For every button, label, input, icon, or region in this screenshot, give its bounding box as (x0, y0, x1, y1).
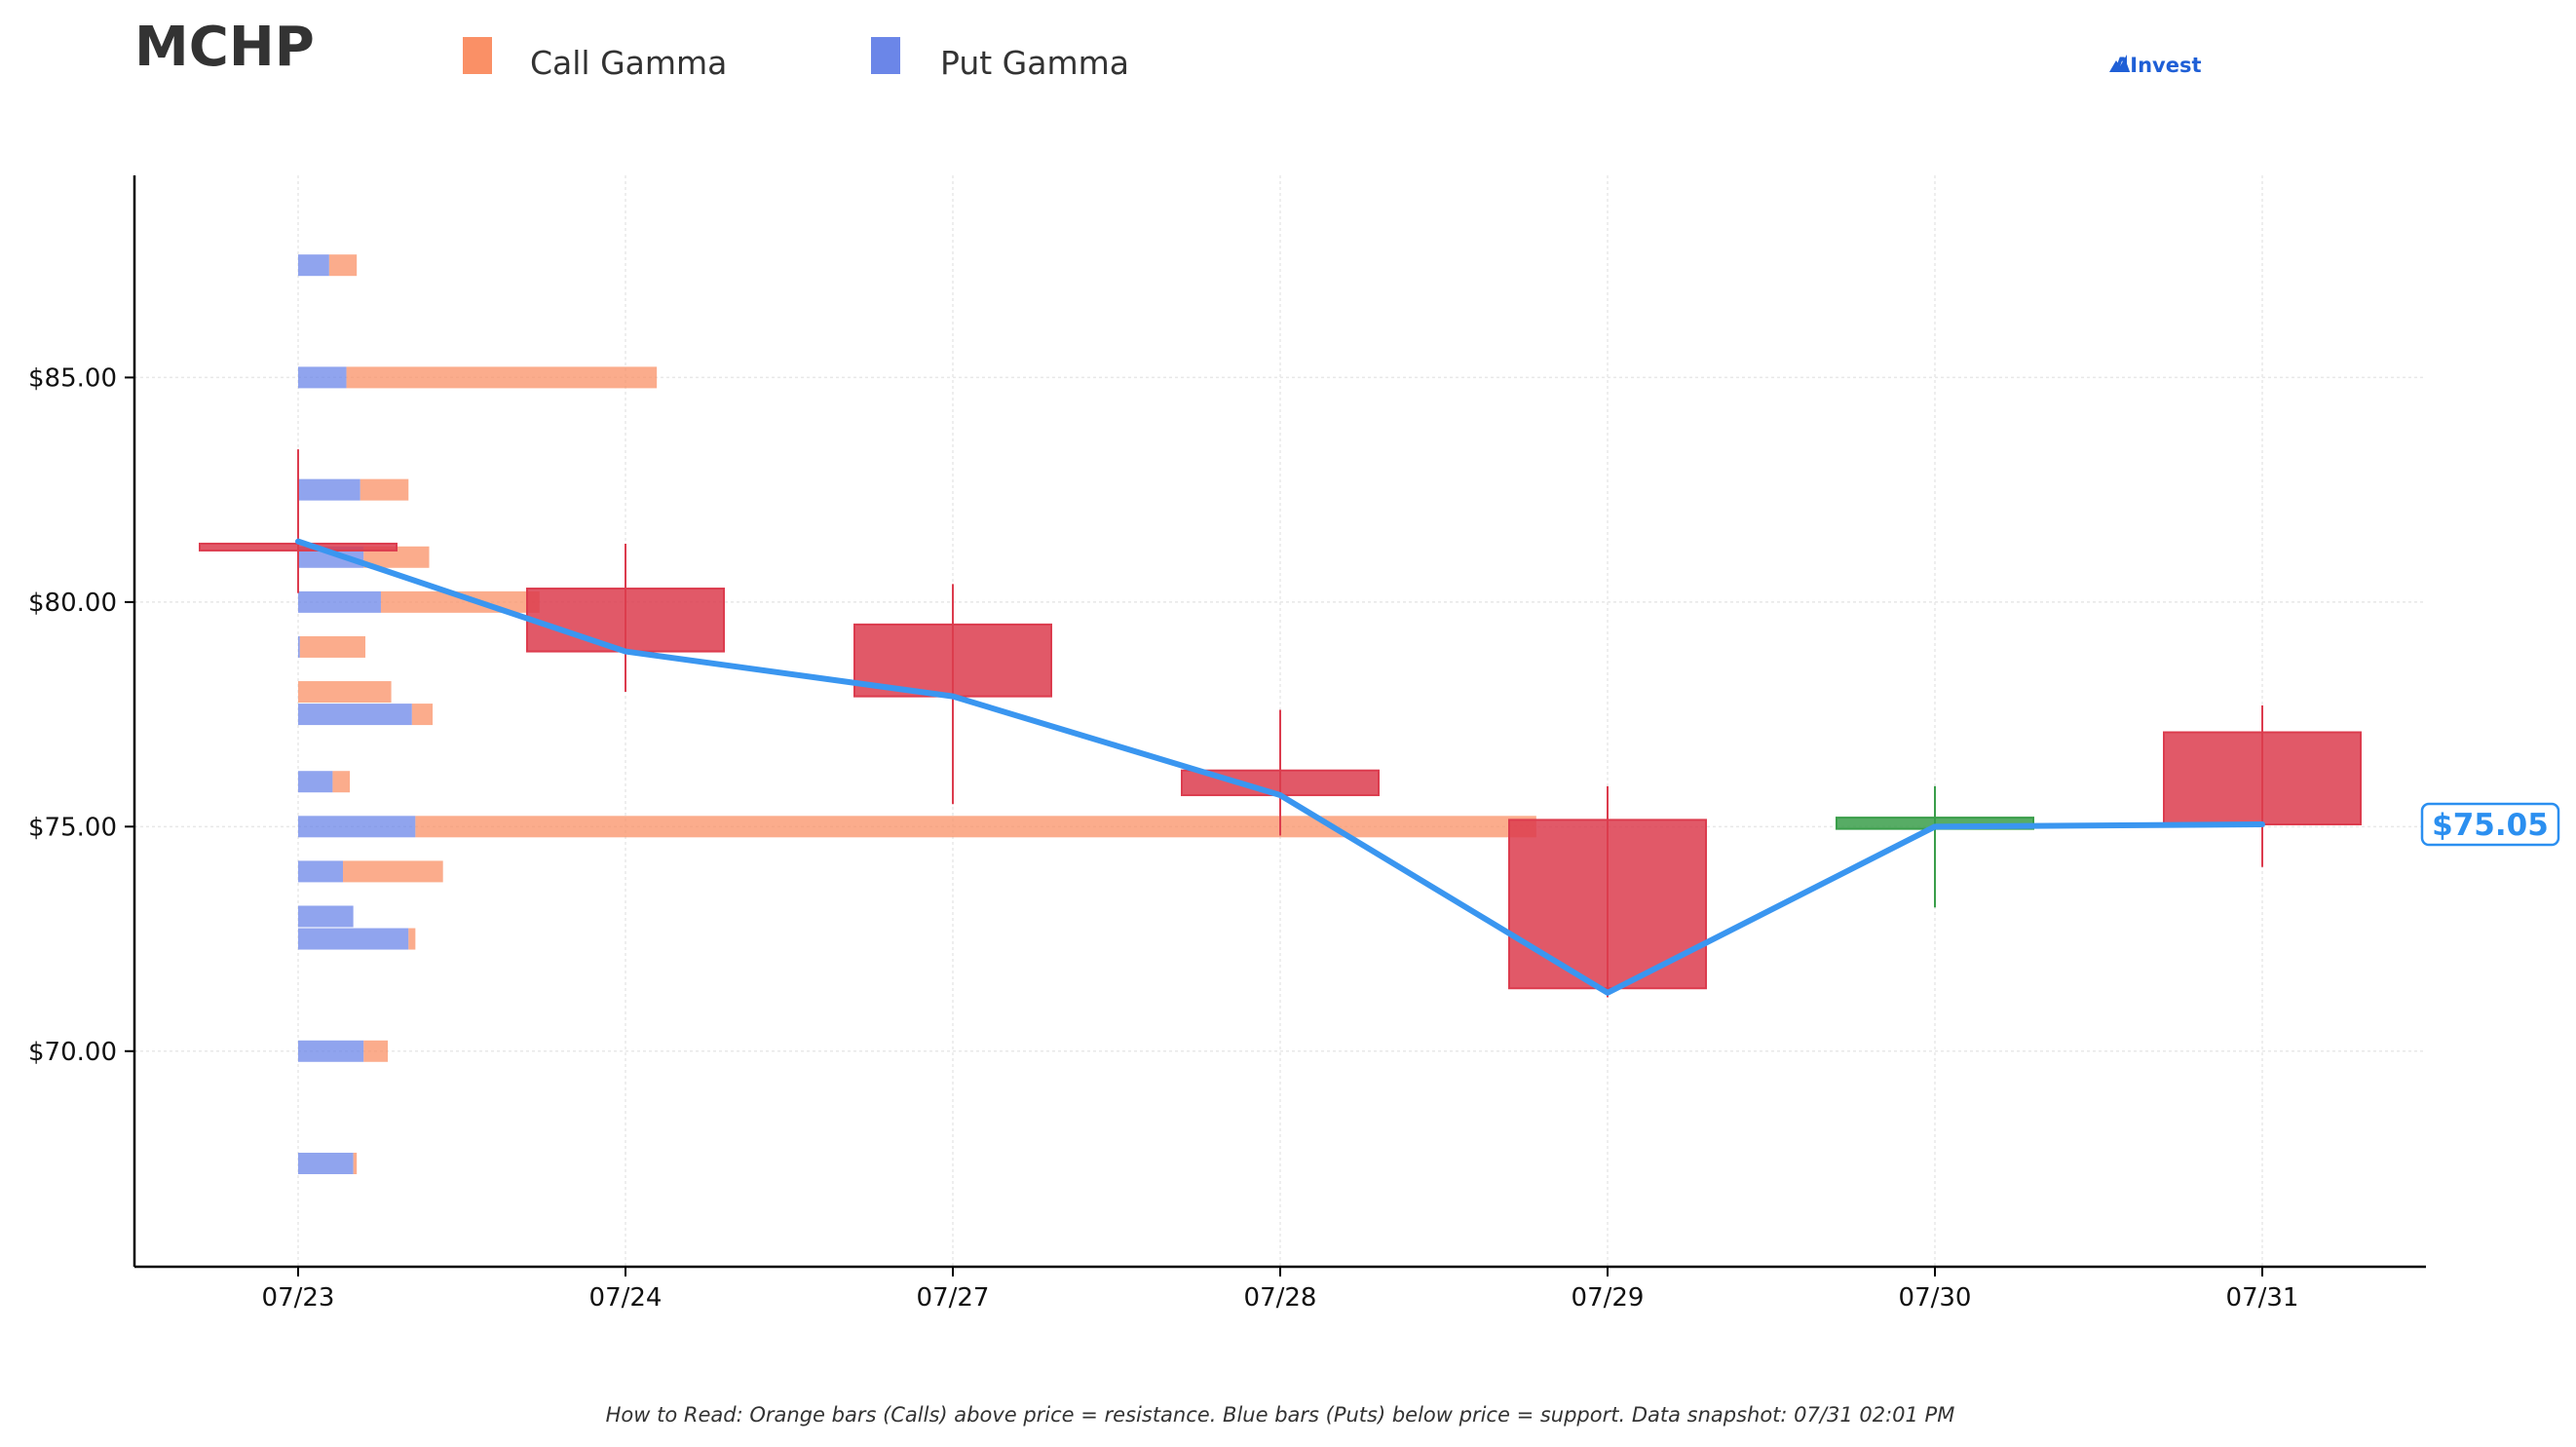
call-gamma-bar (363, 546, 430, 568)
put-gamma-label: Put Gamma (940, 44, 1129, 82)
candle-body (1508, 819, 1707, 990)
put-gamma-bar (298, 860, 344, 883)
put-gamma-bar (298, 816, 416, 838)
x-tick-label: 07/30 (1899, 1283, 1972, 1313)
put-gamma-bar (298, 546, 364, 568)
x-tick-label: 07/28 (1244, 1283, 1317, 1313)
put-gamma-bar (298, 366, 347, 389)
call-gamma-bar (328, 254, 358, 277)
footnote: How to Read: Orange bars (Calls) above p… (606, 1403, 1955, 1427)
put-gamma-bar (298, 478, 360, 501)
call-gamma-bar (415, 816, 1536, 838)
call-gamma-bar (360, 478, 409, 501)
call-gamma-bar (363, 1040, 389, 1062)
put-gamma-bar (298, 928, 409, 950)
gamma-bars (298, 254, 1536, 1174)
call-gamma-bar (343, 860, 443, 883)
put-gamma-bar (298, 1040, 364, 1062)
x-tick-label: 07/27 (917, 1283, 990, 1313)
put-gamma-bar (298, 254, 329, 277)
call-gamma-bar (298, 681, 392, 704)
y-tick-label: $80.00 (28, 589, 117, 618)
x-tick-label: 07/24 (589, 1283, 663, 1313)
put-gamma-swatch (871, 37, 900, 74)
candles (199, 449, 2362, 998)
x-tick-label: 07/23 (262, 1283, 335, 1313)
y-tick-label: $75.00 (28, 813, 117, 842)
y-tick-label: $70.00 (28, 1038, 117, 1067)
call-gamma-bar (299, 635, 366, 658)
close-line-layer (295, 538, 2265, 996)
call-gamma-swatch (463, 37, 492, 74)
axes: $70.00 $75.00 $80.00 $85.00 07/23 07/24 07/27 0… (28, 175, 2426, 1313)
x-tick-label: 07/29 (1572, 1283, 1645, 1313)
chart-title: MCHP (134, 16, 315, 79)
call-gamma-bar (411, 704, 434, 726)
current-price-marker: $75.05 (2420, 802, 2560, 847)
candle-body (2163, 731, 2362, 826)
y-tick-label: $85.00 (28, 363, 117, 393)
brand-name: AInvest (2114, 54, 2202, 77)
candle-body (526, 588, 725, 653)
close-price-line (295, 538, 2265, 996)
put-gamma-bar (298, 590, 381, 613)
put-gamma-bar (298, 635, 300, 658)
call-gamma-bar (408, 928, 416, 950)
legend: Call Gamma Put Gamma (463, 37, 1129, 82)
call-gamma-bar (346, 366, 658, 389)
call-gamma-label: Call Gamma (530, 44, 727, 82)
x-tick-label: 07/31 (2226, 1283, 2299, 1313)
candle-body (853, 623, 1052, 698)
brand-chart-icon (2109, 55, 2127, 72)
current-price-label: $75.05 (2432, 808, 2549, 843)
call-gamma-bar (332, 771, 351, 793)
put-gamma-bar (298, 704, 412, 726)
put-gamma-bar (298, 771, 333, 793)
brand-logo: AInvest (2109, 54, 2202, 77)
put-gamma-bar (298, 905, 354, 928)
current-price-box (2420, 802, 2560, 847)
candle-body (199, 542, 398, 552)
put-gamma-bar (298, 1152, 354, 1174)
call-gamma-bar (353, 1152, 358, 1174)
